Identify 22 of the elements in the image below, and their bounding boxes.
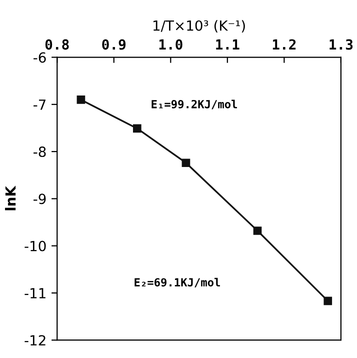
x-tick-label: 1.1 xyxy=(216,39,240,50)
y-tick-label: -10 xyxy=(24,240,46,252)
annotation: E₁=99.2KJ/mol xyxy=(152,100,237,110)
x-tick-label: 1.2 xyxy=(272,39,296,50)
y-tick-label: -7 xyxy=(34,100,46,110)
x-tick-label: 1.3 xyxy=(330,39,353,50)
y-tick-label: -8 xyxy=(34,146,46,158)
y-tick-label: -12 xyxy=(24,335,46,346)
y-axis-title: lnK xyxy=(5,186,16,210)
point xyxy=(324,296,332,306)
x-tick-label: 0.9 xyxy=(102,39,126,50)
point xyxy=(132,124,142,133)
annotation: E₂=69.1KJ/mol xyxy=(134,278,220,288)
point xyxy=(182,158,190,168)
x-tick-label: 1.0 xyxy=(159,39,182,50)
x-tick-label: 0.8 xyxy=(45,39,69,50)
y-tick-label: -9 xyxy=(34,194,46,204)
y-tick-label: -11 xyxy=(24,288,46,298)
y-tick-label: -6 xyxy=(34,52,46,63)
x-axis-title: 1/T×10³ (K⁻¹) xyxy=(153,20,245,32)
point xyxy=(76,96,86,104)
point xyxy=(253,226,262,235)
